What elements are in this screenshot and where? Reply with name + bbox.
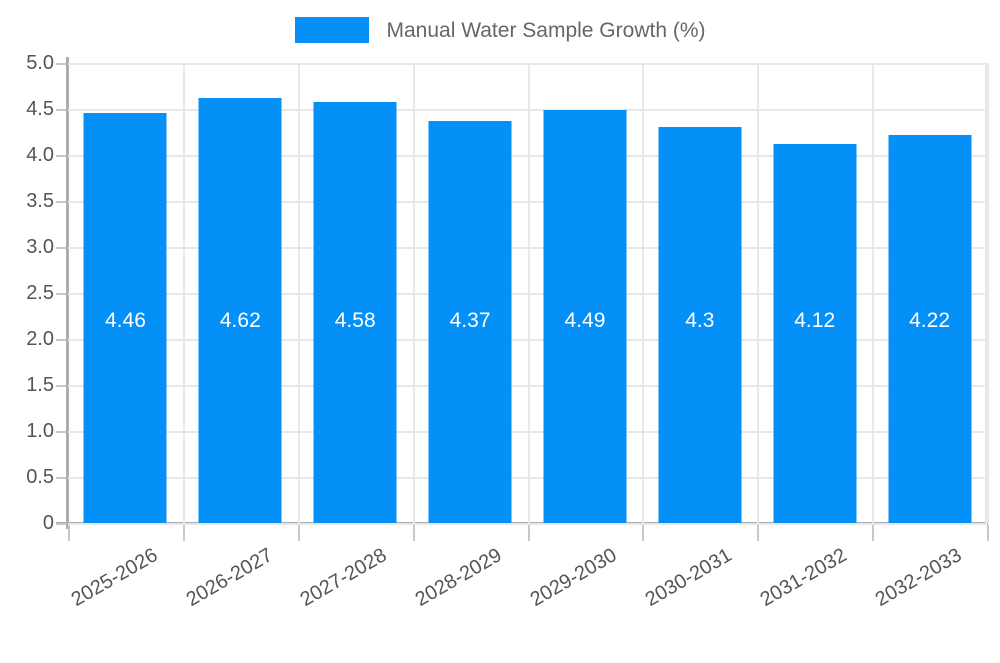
gridline-vertical <box>642 63 645 523</box>
bar-value-label: 4.12 <box>794 308 836 332</box>
bar-slot: 4.62 <box>183 63 298 523</box>
bar[interactable]: 4.37 <box>428 120 512 523</box>
gridline-vertical <box>757 63 760 523</box>
bar-value-label: 4.49 <box>564 308 606 332</box>
y-axis-tick-mark <box>56 63 66 65</box>
bar-value-label: 4.3 <box>685 308 715 332</box>
x-axis-tick-mark <box>297 525 300 541</box>
y-axis-tick-label: 4.0 <box>26 144 54 166</box>
x-axis-tick-label: 2025-2026 <box>67 544 162 612</box>
bar-slot: 4.46 <box>68 63 183 523</box>
x-axis-tick-mark <box>412 525 415 541</box>
y-axis-tick-mark <box>56 477 66 479</box>
bar-chart: Manual Water Sample Growth (%) 4.46 4.62 4… <box>0 10 1000 612</box>
legend-entry-manual-water-sample-growth[interactable]: Manual Water Sample Growth (%) <box>294 17 706 43</box>
bar[interactable]: 4.49 <box>543 109 627 523</box>
y-axis-tick-label: 1.5 <box>26 374 54 396</box>
x-axis-tick-mark <box>757 525 760 541</box>
y-axis-line <box>66 57 69 529</box>
y-axis-tick-mark <box>56 431 66 433</box>
gridline-vertical <box>872 63 875 523</box>
bar-slot: 4.22 <box>872 63 987 523</box>
y-axis-tick-mark <box>56 201 66 203</box>
gridline-vertical <box>527 63 530 523</box>
y-axis-tick-mark <box>56 523 66 525</box>
plot-area: 4.46 4.62 4.58 4.37 4.49 4.3 4.12 4.22 <box>68 63 989 525</box>
y-axis-tick-label: 4.5 <box>26 98 54 120</box>
bar[interactable]: 4.46 <box>83 112 167 523</box>
bar-slot: 4.58 <box>298 63 413 523</box>
y-axis-tick-mark <box>56 155 66 157</box>
gridline-horizontal <box>68 523 987 525</box>
bar-value-label: 4.46 <box>105 308 146 332</box>
gridline-vertical <box>412 63 415 523</box>
bar-value-label: 4.22 <box>909 308 950 332</box>
bar[interactable]: 4.12 <box>773 143 857 523</box>
y-axis-tick-label: 2.0 <box>26 328 54 350</box>
y-axis-tick-mark <box>56 385 66 387</box>
y-axis-tick-label: 0 <box>42 512 54 534</box>
bar[interactable]: 4.62 <box>198 97 282 523</box>
bar[interactable]: 4.22 <box>888 134 972 523</box>
bar-value-label: 4.37 <box>449 308 491 332</box>
y-axis-tick-label: 1.0 <box>26 420 54 442</box>
x-axis-tick-mark <box>182 525 185 541</box>
bar-slot: 4.12 <box>757 63 872 523</box>
y-axis-tick-mark <box>56 247 66 249</box>
legend-color-swatch-icon <box>294 17 369 43</box>
y-axis-tick-label: 5.0 <box>26 52 54 74</box>
y-axis-tick-label: 3.0 <box>26 236 54 258</box>
y-axis-tick-mark <box>56 109 66 111</box>
bar[interactable]: 4.3 <box>658 127 742 523</box>
x-axis-tick-mark <box>68 525 70 541</box>
chart-legend: Manual Water Sample Growth (%) <box>0 10 1000 50</box>
y-axis-tick-mark <box>56 339 66 341</box>
bar[interactable]: 4.58 <box>313 101 397 523</box>
bar-value-label: 4.62 <box>219 308 261 332</box>
x-axis-tick-mark <box>872 525 875 541</box>
bar-slot: 4.37 <box>413 63 528 523</box>
gridline-vertical <box>987 63 989 523</box>
x-axis-tick-mark <box>987 525 989 541</box>
y-axis-tick-label: 0.5 <box>26 466 54 488</box>
legend-entry-label: Manual Water Sample Growth (%) <box>386 18 706 42</box>
bar-slot: 4.3 <box>642 63 757 523</box>
y-axis-tick-label: 2.5 <box>26 282 54 304</box>
gridline-vertical <box>297 63 300 523</box>
bar-slot: 4.49 <box>528 63 643 523</box>
y-axis-tick-label: 3.5 <box>26 190 54 212</box>
x-axis-tick-mark <box>642 525 645 541</box>
gridline-vertical <box>182 63 185 523</box>
y-axis-tick-mark <box>56 293 66 295</box>
x-axis-tick-mark <box>527 525 530 541</box>
bar-value-label: 4.58 <box>334 308 376 332</box>
